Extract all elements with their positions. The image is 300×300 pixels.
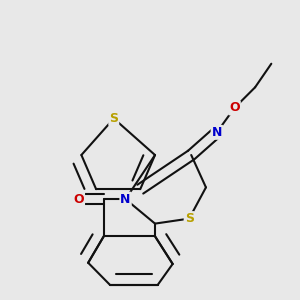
Text: S: S bbox=[185, 212, 194, 225]
Text: O: O bbox=[74, 193, 84, 206]
Text: N: N bbox=[212, 126, 222, 139]
Text: N: N bbox=[120, 193, 131, 206]
Text: S: S bbox=[109, 112, 118, 125]
Text: O: O bbox=[229, 101, 240, 114]
